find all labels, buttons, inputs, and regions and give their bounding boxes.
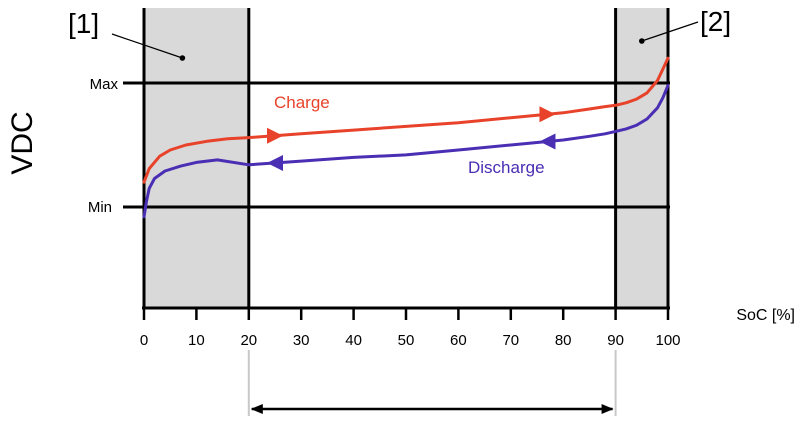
x-tick-label-30: 30 [293,332,310,349]
region-2-dot [639,38,645,44]
shaded-regions [111,8,699,308]
region-2-label: [2] [700,6,731,37]
y-level-max-label: Max [90,76,119,93]
x-tick-label-70: 70 [502,332,519,349]
series-arrow-discharge-1 [267,154,283,171]
series-label-charge: Charge [274,93,330,112]
shaded-region-1 [144,8,249,308]
y-level-min-label: Min [88,199,112,216]
shaded-region-2 [615,8,668,308]
region-1-label: [1] [68,8,99,39]
series-arrow-discharge-2 [539,133,556,150]
series-line-charge [142,56,670,184]
region-1-leader-line [111,33,183,59]
guide-lines [123,81,670,209]
series-arrow-charge-2 [539,106,556,123]
x-tick-label-90: 90 [607,332,624,349]
x-tick-label-10: 10 [188,332,205,349]
x-tick-label-50: 50 [398,332,415,349]
region-1-dot [179,55,186,61]
x-tick-label-80: 80 [555,332,572,349]
x-tick-label-100: 100 [655,332,680,349]
y-axis-label: VDC [6,111,39,174]
series-label-discharge: Discharge [468,158,545,177]
series-lines [142,56,670,219]
x-tick-label-60: 60 [450,332,467,349]
x-axis-label: SoC [%] [736,307,795,324]
x-tick-label-40: 40 [345,332,362,349]
series-arrow-charge-1 [267,127,283,144]
x-tick-label-20: 20 [240,332,257,349]
region-2-leader-line [641,21,699,42]
series-line-discharge [142,84,670,219]
x-tick-label-0: 0 [140,332,148,349]
x-axis: 0 10 20 30 40 50 60 70 80 90 100 [140,306,681,416]
